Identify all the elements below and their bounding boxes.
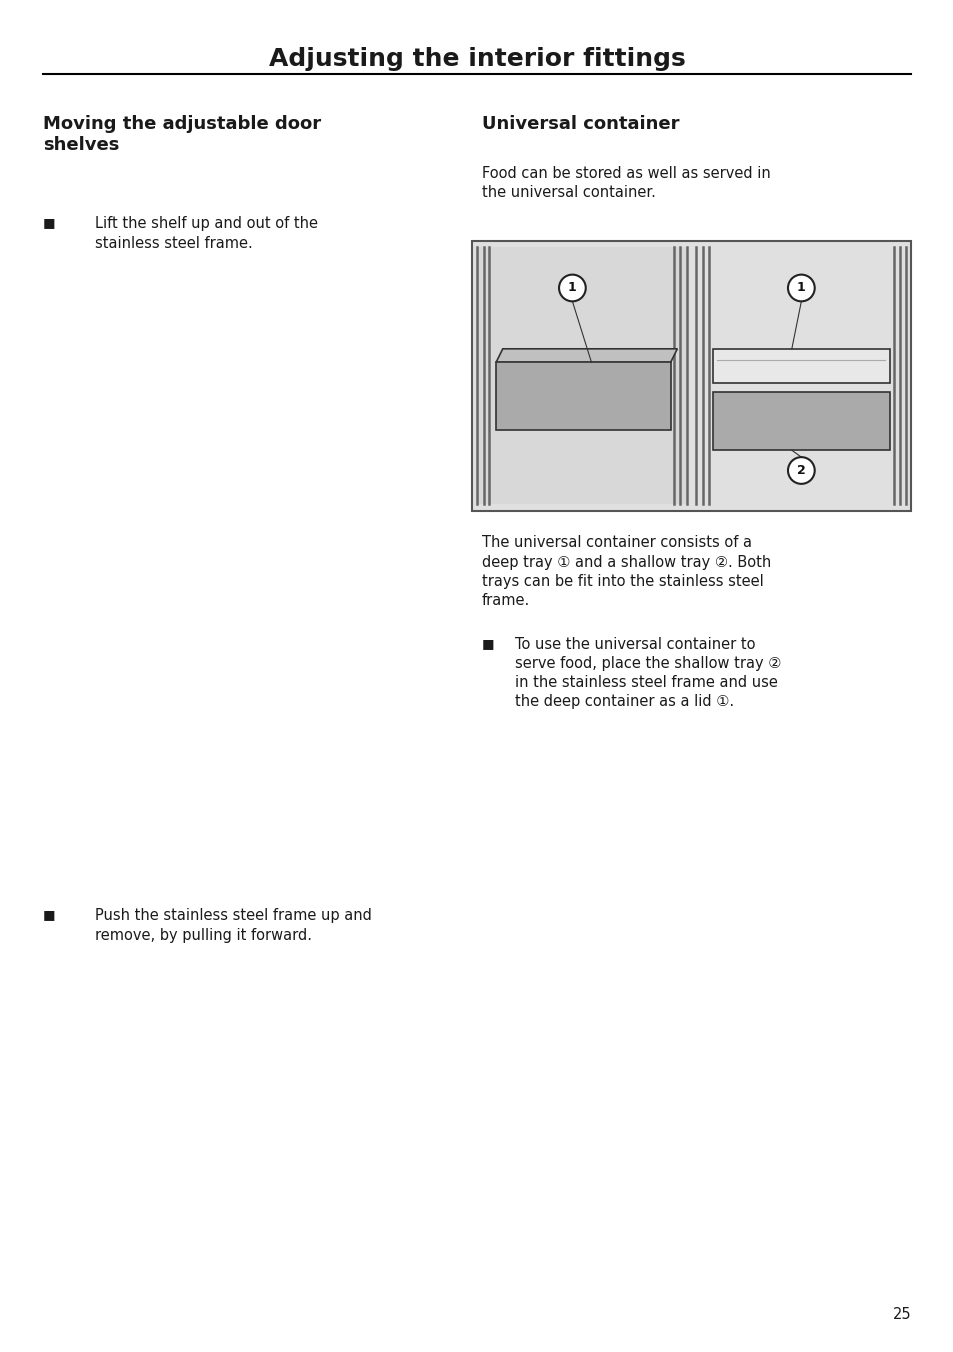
Text: 2: 2 [796,464,805,477]
Text: To use the universal container to
serve food, place the shallow tray ②
in the st: To use the universal container to serve … [515,637,781,710]
Text: ■: ■ [43,909,55,921]
Text: ■: ■ [481,637,494,650]
FancyBboxPatch shape [476,247,686,504]
Text: Universal container: Universal container [481,115,679,132]
Text: Adjusting the interior fittings: Adjusting the interior fittings [269,47,684,72]
Text: Food can be stored as well as served in
the universal container.: Food can be stored as well as served in … [481,166,770,200]
Text: Lift the shelf up and out of the
stainless steel frame.: Lift the shelf up and out of the stainle… [95,216,318,250]
Polygon shape [496,362,670,430]
Text: 1: 1 [796,281,805,295]
Polygon shape [496,349,677,362]
Text: The universal container consists of a
deep tray ① and a shallow tray ②. Both
tra: The universal container consists of a de… [481,535,770,608]
Circle shape [787,274,814,301]
FancyBboxPatch shape [472,241,910,511]
Text: 1: 1 [567,281,577,295]
Circle shape [787,457,814,484]
Circle shape [558,274,585,301]
Text: 25: 25 [891,1307,910,1322]
Text: ■: ■ [43,216,55,230]
Polygon shape [712,349,889,383]
Polygon shape [712,392,889,450]
Text: Push the stainless steel frame up and
remove, by pulling it forward.: Push the stainless steel frame up and re… [95,909,372,942]
Text: Moving the adjustable door
shelves: Moving the adjustable door shelves [43,115,321,154]
